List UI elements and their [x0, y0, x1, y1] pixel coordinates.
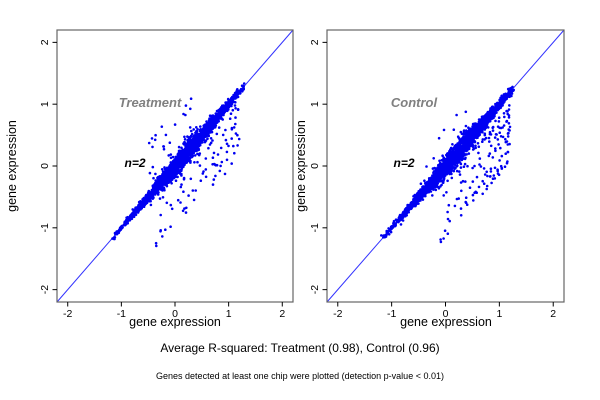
plots-svg: -2 -1 0 1 2 -2 -1 0 1 2 Treatment n=2 gene expres…	[5, 29, 565, 329]
y-tick-label: 1	[309, 101, 321, 107]
treatment-x-axis-label: gene expression	[129, 315, 221, 329]
control-x-axis-label: gene expression	[400, 315, 492, 329]
y-tick-label: -2	[309, 285, 321, 294]
treatment-panel-label: Treatment	[119, 95, 182, 110]
control-y-axis-label: gene expression	[294, 120, 308, 212]
x-tick-label: 1	[496, 308, 502, 320]
control-panel-label: Control	[391, 95, 438, 110]
y-tick-label: -1	[39, 223, 51, 232]
control-points	[380, 85, 515, 244]
control-axis-ticks: -2 -1 0 1 2 -2 -1 0 1 2	[309, 39, 556, 320]
r-squared-caption: Average R-squared: Treatment (0.98), Con…	[160, 341, 440, 355]
y-tick-label: 2	[39, 39, 51, 45]
filter-note-caption: Genes detected at least one chip were pl…	[156, 371, 444, 381]
y-tick-label: 0	[309, 163, 321, 169]
treatment-points	[111, 82, 246, 248]
control-sample-size-annotation: n=2	[393, 156, 414, 170]
x-tick-label: 2	[279, 308, 285, 320]
x-tick-label: 1	[226, 308, 232, 320]
x-tick-label: 2	[550, 308, 556, 320]
treatment-axis-ticks: -2 -1 0 1 2 -2 -1 0 1 2	[39, 39, 285, 320]
x-tick-label: -1	[117, 308, 126, 320]
x-tick-label: -1	[387, 308, 396, 320]
y-tick-label: 2	[309, 39, 321, 45]
x-tick-label: 0	[443, 308, 449, 320]
y-tick-label: -2	[39, 285, 51, 294]
control-panel: -2 -1 0 1 2 -2 -1 0 1 2 Control n=2 gene expressi…	[294, 29, 565, 329]
x-tick-label: -2	[63, 308, 72, 320]
y-tick-label: 0	[39, 163, 51, 169]
treatment-y-axis-label: gene expression	[5, 120, 19, 212]
y-tick-label: -1	[309, 223, 321, 232]
y-tick-label: 1	[39, 101, 51, 107]
treatment-sample-size-annotation: n=2	[124, 156, 145, 170]
x-tick-label: -2	[333, 308, 342, 320]
treatment-panel: -2 -1 0 1 2 -2 -1 0 1 2 Treatment n=2 gene expres…	[5, 29, 294, 329]
x-tick-label: 0	[172, 308, 178, 320]
